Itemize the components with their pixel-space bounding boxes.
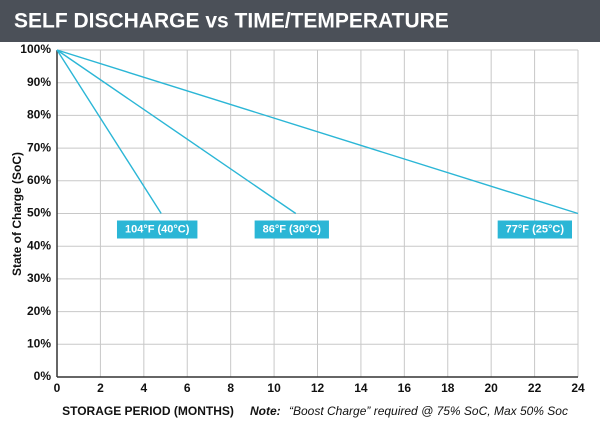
series-label-text: 77°F (25°C) bbox=[506, 223, 565, 235]
series-line bbox=[56, 49, 579, 215]
series-line bbox=[56, 49, 162, 214]
y-tick-label: 90% bbox=[27, 75, 51, 89]
x-tick-label: 14 bbox=[354, 381, 368, 395]
y-tick-label: 50% bbox=[27, 206, 51, 220]
y-tick-label: 0% bbox=[34, 369, 52, 383]
series-label-box bbox=[497, 220, 572, 239]
x-tick-label: 22 bbox=[528, 381, 542, 395]
x-tick-label: 6 bbox=[184, 381, 191, 395]
x-tick-label: 8 bbox=[227, 381, 234, 395]
y-tick-label: 80% bbox=[27, 108, 51, 122]
y-tick-label: 30% bbox=[27, 271, 51, 285]
series-line bbox=[56, 49, 297, 215]
y-tick-label: 40% bbox=[27, 238, 51, 252]
x-tick-label: 20 bbox=[484, 381, 498, 395]
note: “Boost Charge” required @ 75% SoC, Max 5… bbox=[289, 404, 568, 418]
series-label: 104°F (40°C) bbox=[116, 220, 198, 239]
series-label: 77°F (25°C) bbox=[497, 220, 572, 239]
series-label-box bbox=[254, 220, 329, 239]
x-tick-label: 18 bbox=[441, 381, 455, 395]
y-tick-label: 70% bbox=[27, 140, 51, 154]
x-tick-label: 2 bbox=[97, 381, 104, 395]
header-bar bbox=[0, 0, 600, 42]
chart-title: SELF DISCHARGE vs TIME/TEMPERATURE bbox=[14, 10, 449, 33]
series-label-text: 104°F (40°C) bbox=[125, 223, 190, 235]
y-tick-label: 100% bbox=[20, 42, 51, 56]
note-prefix: Note: bbox=[250, 404, 281, 418]
x-axis-label: STORAGE PERIOD (MONTHS) bbox=[62, 404, 234, 418]
y-tick-label: 60% bbox=[27, 173, 51, 187]
series-label-box bbox=[116, 220, 198, 239]
x-tick-label: 16 bbox=[398, 381, 412, 395]
series-label-text: 86°F (30°C) bbox=[263, 223, 322, 235]
x-tick-label: 4 bbox=[140, 381, 147, 395]
y-axis-label: State of Charge (SoC) bbox=[10, 152, 24, 276]
x-tick-label: 24 bbox=[571, 381, 585, 395]
y-tick-label: 20% bbox=[27, 304, 51, 318]
series-label: 86°F (30°C) bbox=[254, 220, 329, 239]
x-tick-label: 12 bbox=[311, 381, 325, 395]
x-tick-label: 10 bbox=[267, 381, 281, 395]
x-tick-label: 0 bbox=[54, 381, 61, 395]
y-tick-label: 10% bbox=[27, 336, 51, 350]
